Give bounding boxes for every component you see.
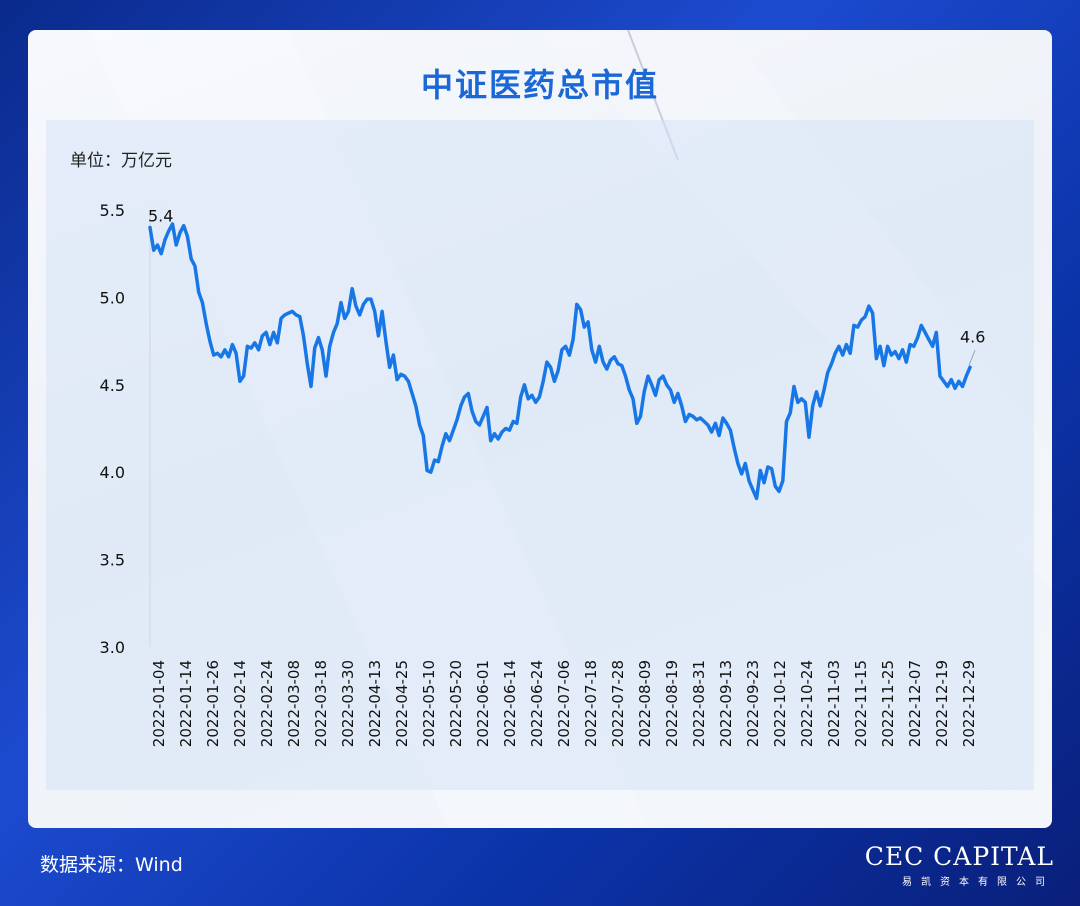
x-tick-label: 2022-10-24 <box>798 660 816 747</box>
series-line <box>148 222 972 501</box>
end-label-leader <box>968 350 976 366</box>
x-tick-label: 2022-02-14 <box>231 660 249 747</box>
x-tick-label: 2022-09-13 <box>717 660 735 747</box>
x-tick-label: 2022-05-10 <box>420 660 438 747</box>
chart-title: 中证医药总市值 <box>420 66 659 104</box>
x-tick-label: 2022-08-19 <box>663 660 681 747</box>
logo-brand: CEC CAPITAL <box>864 842 1054 871</box>
x-tick-label: 2022-06-01 <box>474 660 492 747</box>
x-tick-label: 2022-04-25 <box>393 660 411 747</box>
x-tick-label: 2022-09-23 <box>744 660 762 747</box>
x-tick-label: 2022-03-08 <box>285 660 303 747</box>
y-tick-label: 3.0 <box>100 638 125 657</box>
unit-label: 单位：万亿元 <box>70 151 172 171</box>
x-tick-label: 2022-05-20 <box>447 660 465 747</box>
y-tick-label: 4.5 <box>100 376 125 395</box>
x-tick-label: 2022-07-06 <box>555 660 573 747</box>
company-logo: CEC CAPITAL 易凯资本有限公司 <box>865 842 1054 888</box>
x-tick-label: 2022-02-24 <box>258 660 276 747</box>
x-tick-label: 2022-01-14 <box>177 660 195 747</box>
x-tick-label: 2022-03-30 <box>339 660 357 747</box>
y-axis-ticks: 5.5 5.0 4.5 4.0 3.5 3.0 <box>100 201 125 657</box>
y-tick-label: 5.0 <box>100 288 125 307</box>
x-tick-label: 2022-01-26 <box>204 660 222 747</box>
x-tick-label: 2022-04-13 <box>366 660 384 747</box>
x-axis-ticks: 2022-01-04 2022-01-14 2022-01-26 2022-02-14… <box>150 660 978 747</box>
x-tick-label: 2022-11-15 <box>852 660 870 747</box>
x-tick-label: 2022-11-25 <box>879 660 897 747</box>
x-tick-label: 2022-12-07 <box>906 660 924 747</box>
x-tick-label: 2022-10-12 <box>771 660 789 747</box>
x-tick-label: 2022-08-31 <box>690 660 708 747</box>
data-labels: 5.4 4.6 <box>148 206 985 346</box>
x-tick-label: 2022-12-19 <box>933 660 951 747</box>
data-source: 数据来源：Wind <box>40 854 183 876</box>
logo-subtitle: 易凯资本有限公司 <box>902 877 1054 888</box>
y-tick-label: 3.5 <box>100 551 125 570</box>
y-tick-label: 4.0 <box>100 463 125 482</box>
x-tick-label: 2022-06-14 <box>501 660 519 747</box>
data-label-last: 4.6 <box>960 327 985 346</box>
x-tick-label: 2022-03-18 <box>312 660 330 747</box>
plot-area-background <box>46 120 1034 790</box>
y-tick-label: 5.5 <box>100 201 125 220</box>
x-tick-label: 2022-08-09 <box>636 660 654 747</box>
x-tick-label: 2022-12-29 <box>960 660 978 747</box>
x-tick-label: 2022-01-04 <box>150 660 168 747</box>
x-tick-label: 2022-06-24 <box>528 660 546 747</box>
x-tick-label: 2022-07-18 <box>582 660 600 747</box>
data-label-first: 5.4 <box>148 206 173 225</box>
x-tick-label: 2022-11-03 <box>825 660 843 747</box>
x-tick-label: 2022-07-28 <box>609 660 627 747</box>
